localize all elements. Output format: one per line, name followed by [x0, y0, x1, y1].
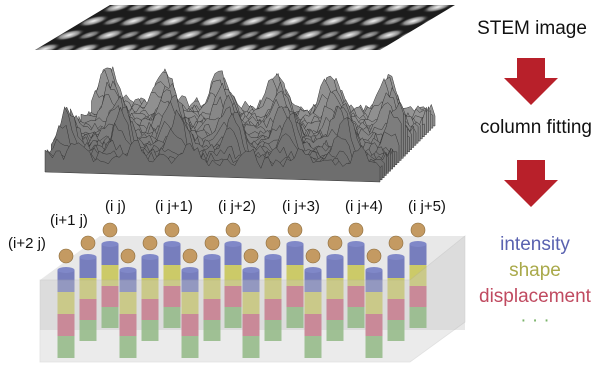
atom	[121, 249, 135, 263]
atom	[266, 236, 280, 250]
column-top	[410, 241, 427, 247]
atom	[143, 236, 157, 250]
atom	[165, 223, 179, 237]
column-top	[58, 267, 75, 273]
column-segment	[287, 244, 304, 265]
column-top	[225, 241, 242, 247]
column-top	[120, 267, 137, 273]
column-segment	[204, 257, 221, 278]
column-top	[287, 241, 304, 247]
atom	[81, 236, 95, 250]
arrow	[504, 58, 558, 105]
atom	[306, 249, 320, 263]
column-top	[80, 254, 97, 260]
atom	[367, 249, 381, 263]
property: shape	[509, 260, 561, 281]
column-top	[366, 267, 383, 273]
atom	[59, 249, 73, 263]
column-label: (i j)	[105, 198, 126, 215]
stem-image	[30, 0, 460, 55]
atom	[205, 236, 219, 250]
atom	[183, 249, 197, 263]
atom	[411, 223, 425, 237]
column-segment	[327, 257, 344, 278]
column-label: (i j+3)	[282, 198, 320, 215]
column-segment	[348, 244, 365, 265]
atom	[226, 223, 240, 237]
atom	[244, 249, 258, 263]
column-label: (i+2 j)	[8, 235, 46, 252]
property: displacement	[479, 286, 592, 307]
column-top	[388, 254, 405, 260]
column-top	[102, 241, 119, 247]
column-top	[348, 241, 365, 247]
column-top	[265, 254, 282, 260]
property: intensity	[500, 234, 570, 255]
step-label: STEM image	[477, 18, 587, 39]
column-segment	[265, 257, 282, 278]
atom	[288, 223, 302, 237]
property: · · ·	[520, 310, 550, 331]
atom	[349, 223, 363, 237]
column-segment	[80, 257, 97, 278]
column-top	[327, 254, 344, 260]
column-segment	[164, 244, 181, 265]
column-label: (i j+5)	[408, 198, 446, 215]
arrow	[504, 160, 558, 207]
atom	[103, 223, 117, 237]
column-top	[182, 267, 199, 273]
column-segment	[225, 244, 242, 265]
column-label: (i j+2)	[218, 198, 256, 215]
column-top	[243, 267, 260, 273]
column-top	[142, 254, 159, 260]
column-top	[305, 267, 322, 273]
step-label: column fitting	[480, 117, 592, 138]
diagram: STEM image column fitting intensity shap…	[0, 0, 605, 369]
column-label: (i+1 j)	[50, 212, 88, 229]
column-segment	[142, 257, 159, 278]
column-top	[164, 241, 181, 247]
column-label: (i j+1)	[155, 198, 193, 215]
column-segment	[102, 244, 119, 265]
atom	[389, 236, 403, 250]
surface-plot	[45, 67, 435, 182]
atom	[328, 236, 342, 250]
column-top	[204, 254, 221, 260]
column-segment	[388, 257, 405, 278]
column-label: (i j+4)	[345, 198, 383, 215]
column-segment	[410, 244, 427, 265]
